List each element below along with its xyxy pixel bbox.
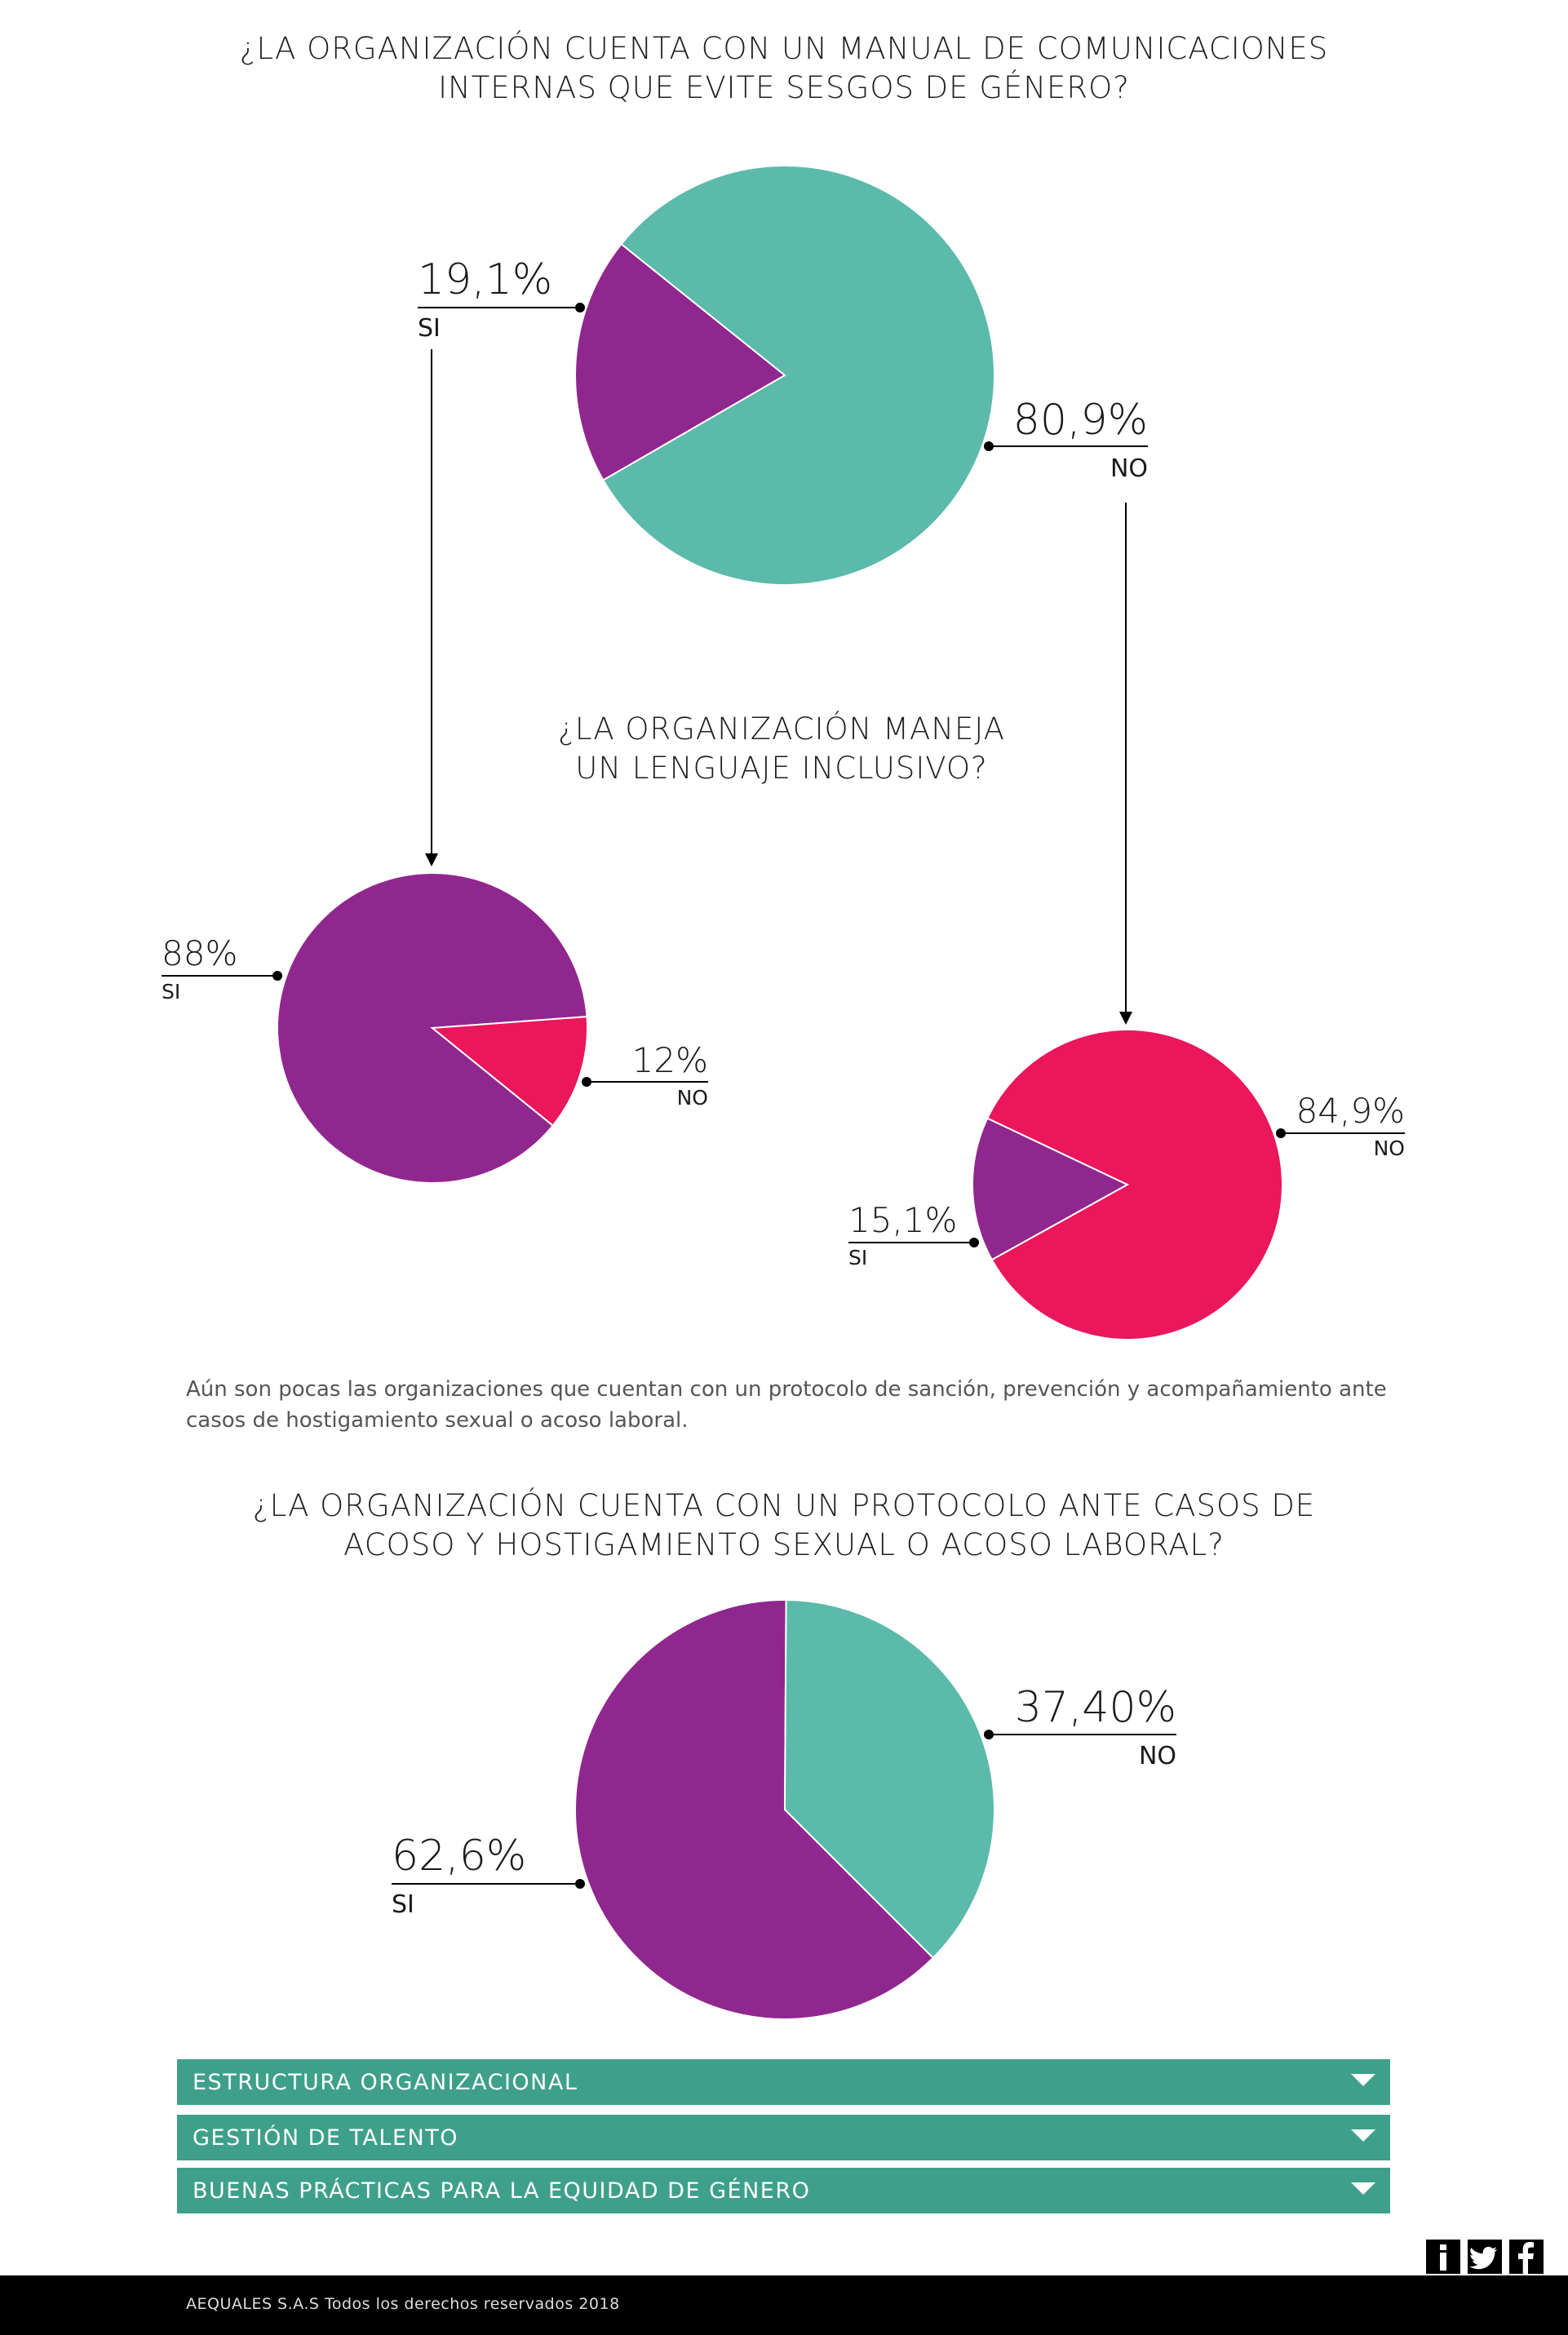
pie-2-category-label-si: SI	[162, 980, 180, 1004]
question-2-title: ¿LA ORGANIZACIÓN MANEJA UN LENGUAJE INCL…	[0, 710, 1566, 788]
pie-3-leader-dot-no	[1276, 1128, 1286, 1138]
footer: AEQUALES S.A.S Todos los derechos reserv…	[0, 2275, 1568, 2335]
question-1-line-1: ¿LA ORGANIZACIÓN CUENTA CON UN MANUAL DE…	[239, 31, 1329, 66]
question-3-title: ¿LA ORGANIZACIÓN CUENTA CON UN PROTOCOLO…	[0, 1487, 1568, 1565]
accordion-label: BUENAS PRÁCTICAS PARA LA EQUIDAD DE GÉNE…	[193, 2178, 811, 2204]
arrow-no-head	[1119, 1012, 1132, 1025]
question-1-line-2: INTERNAS QUE EVITE SESGOS DE GÉNERO?	[438, 70, 1130, 105]
info-icon[interactable]	[1426, 2240, 1460, 2274]
charts-canvas: 19,1% SI 80,9% NO 88% SI 12% NO 15,1% SI 84,9% NO 62…	[162, 165, 1405, 2020]
pie-1-leader-dot-no	[984, 441, 994, 451]
pie-1-leader-dot-si	[575, 303, 585, 312]
pie-4-leader-dot-no	[984, 1730, 994, 1739]
footer-copyright: AEQUALES S.A.S Todos los derechos reserv…	[186, 2295, 620, 2313]
twitter-icon[interactable]	[1468, 2240, 1502, 2274]
pie-1-category-label-si: SI	[418, 314, 441, 343]
pie-4-value-label-si: 62,6%	[392, 1832, 526, 1881]
accordion-gestion-de-talento[interactable]: GESTIÓN DE TALENTO	[177, 2115, 1390, 2160]
pie-2-leader-dot-si	[272, 971, 282, 981]
question-1-title: ¿LA ORGANIZACIÓN CUENTA CON UN MANUAL DE…	[0, 29, 1568, 108]
protocol-note: Aún son pocas las organizaciones que cue…	[186, 1377, 1387, 1433]
pie-2-slice-no	[430, 1016, 588, 1127]
pie-3-value-label-no: 84,9%	[1296, 1091, 1405, 1131]
chevron-down-icon	[1351, 2129, 1375, 2142]
pie-4-leader-dot-si	[575, 1879, 585, 1889]
pie-3-value-label-si: 15,1%	[848, 1200, 957, 1240]
question-2-line-1: ¿LA ORGANIZACIÓN MANEJA	[558, 711, 1005, 747]
pie-1-category-label-no: NO	[1110, 454, 1148, 483]
pie-1-slice-si	[574, 242, 786, 481]
facebook-icon[interactable]	[1509, 2240, 1544, 2274]
pie-3-leader-dot-si	[969, 1238, 979, 1247]
pie-2-value-label-si: 88%	[162, 933, 237, 973]
accordion-label: ESTRUCTURA ORGANIZACIONAL	[193, 2070, 578, 2095]
pie-4-slice-si	[574, 1599, 935, 2020]
pie-2-category-label-no: NO	[677, 1086, 708, 1110]
chevron-down-icon	[1351, 2182, 1375, 2195]
pie-4-category-label-si: SI	[392, 1890, 414, 1919]
pie-3-slice-no	[986, 1029, 1283, 1340]
question-2-line-2: UN LENGUAJE INCLUSIVO?	[575, 751, 988, 786]
pie-1-value-label-si: 19,1%	[418, 255, 552, 304]
pie-1-value-label-no: 80,9%	[1013, 396, 1148, 445]
pie-3-slice-si	[972, 1117, 1130, 1261]
accordion-estructura-organizacional[interactable]: ESTRUCTURA ORGANIZACIONAL	[177, 2059, 1390, 2105]
question-3-line-1: ¿LA ORGANIZACIÓN CUENTA CON UN PROTOCOLO…	[252, 1488, 1316, 1523]
chevron-down-icon	[1351, 2074, 1375, 2086]
pie-3-category-label-no: NO	[1374, 1136, 1405, 1160]
pie-3-category-label-si: SI	[848, 1246, 867, 1269]
pie-2-value-label-no: 12%	[632, 1040, 708, 1080]
arrow-si-head	[425, 853, 438, 866]
pie-1-slice-no	[602, 165, 995, 586]
accordion-buenas-practicas[interactable]: BUENAS PRÁCTICAS PARA LA EQUIDAD DE GÉNE…	[177, 2168, 1390, 2213]
pie-2-leader-dot-no	[582, 1077, 591, 1087]
pie-4-slice-no	[783, 1599, 995, 1960]
question-3-line-2: ACOSO Y HOSTIGAMIENTO SEXUAL O ACOSO LAB…	[343, 1527, 1225, 1562]
accordion-label: GESTIÓN DE TALENTO	[193, 2125, 458, 2151]
pie-4-value-label-no: 37,40%	[1015, 1683, 1176, 1732]
pie-4-category-label-no: NO	[1139, 1742, 1176, 1770]
